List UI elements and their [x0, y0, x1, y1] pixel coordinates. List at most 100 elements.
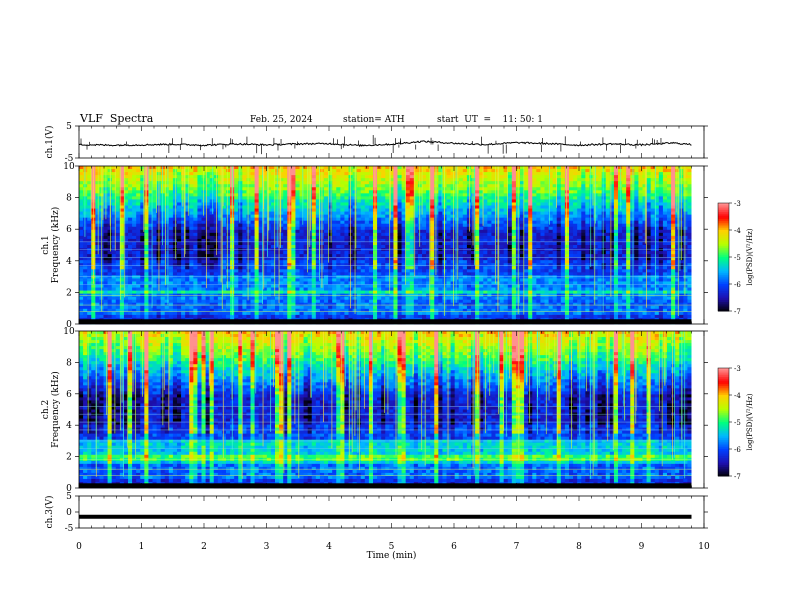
spectrogram-cell: [344, 178, 349, 182]
spectrogram-cell: [385, 235, 390, 240]
spectrogram-cell: [548, 220, 554, 225]
spectrogram-cell: [503, 220, 509, 225]
spectrogram-cell: [270, 193, 276, 197]
spectrogram-cell: [152, 184, 157, 188]
spectrogram-cell: [658, 263, 664, 267]
spectrogram-cell: [344, 232, 349, 237]
spectrogram-cell: [401, 211, 407, 216]
spectrogram-cell: [283, 257, 288, 261]
spectrogram-cell: [389, 214, 394, 219]
spectrogram-cell: [487, 263, 492, 267]
spectrogram-cell: [197, 254, 202, 258]
spectrogram-cell: [634, 196, 639, 200]
spectrogram-cell: [417, 241, 423, 246]
spectrogram-cell: [324, 232, 329, 237]
spectrogram-cell: [675, 208, 680, 212]
spectrogram-cell: [242, 223, 247, 228]
spectrogram-cell: [107, 235, 113, 240]
spectrogram-cell: [287, 254, 292, 258]
spectrogram-cell: [152, 172, 157, 176]
spectrogram-cell: [197, 232, 202, 237]
spectrogram-cell: [234, 257, 239, 261]
spectrogram-cell: [262, 266, 268, 270]
spectrogram-cell: [152, 214, 157, 219]
spectrogram-cell: [524, 166, 529, 170]
spectrogram-cell: [471, 245, 476, 249]
spectrogram-cell: [548, 202, 554, 206]
spectrogram-cell: [87, 190, 92, 194]
spectrogram-cell: [507, 217, 513, 222]
spectrogram-cell: [499, 199, 505, 203]
spectrogram-cell: [226, 166, 231, 170]
spectrogram-cell: [458, 202, 464, 206]
spectrogram-cell: [389, 208, 394, 212]
spectrogram-cell: [438, 220, 443, 225]
spectrogram-cell: [585, 187, 590, 191]
spectrogram-cell: [634, 172, 639, 176]
spectrogram-cell: [589, 181, 594, 185]
spectrogram-cell: [79, 223, 84, 228]
spectrogram-cell: [409, 220, 415, 225]
spectrogram-cell: [79, 196, 84, 200]
spectrogram-cell: [397, 175, 402, 179]
spectrogram-cell: [107, 266, 113, 270]
spectrogram-cell: [360, 232, 366, 237]
spectrogram-cell: [385, 220, 390, 225]
spectrogram-cell: [123, 184, 129, 188]
spectrogram-cell: [450, 193, 456, 197]
spectrogram-cell: [544, 187, 549, 191]
spectrogram-cell: [605, 205, 611, 209]
spectrogram-cell: [123, 257, 129, 261]
spectrogram-cell: [254, 223, 260, 228]
spectrogram-cell: [622, 241, 627, 246]
spectrogram-cell: [168, 241, 174, 246]
spectrogram-cell: [417, 226, 423, 231]
spectrogram-cell: [401, 257, 407, 261]
spectrogram-cell: [111, 208, 117, 212]
spectrogram-cell: [226, 263, 231, 267]
spectrogram-cell: [336, 175, 341, 179]
spectrogram-cell: [83, 251, 88, 255]
spectrogram-cell: [385, 263, 390, 267]
spectrogram-cell: [393, 238, 398, 243]
spectrogram-cell: [213, 226, 219, 231]
spectrogram-cell: [605, 223, 611, 228]
spectrogram-cell: [458, 190, 464, 194]
spectrogram-cell: [185, 202, 190, 206]
spectrogram-cell: [381, 220, 386, 225]
spectrogram-cell: [597, 190, 603, 194]
spectrogram-cell: [520, 175, 525, 179]
spectrogram-cell: [581, 181, 586, 185]
spectrogram-cell: [303, 257, 309, 261]
spectrogram-cell: [613, 263, 619, 267]
spectrogram-cell: [132, 211, 137, 216]
spectrogram-cell: [658, 232, 664, 237]
spectrogram-cell: [687, 260, 692, 264]
spectrogram-cell: [552, 238, 558, 243]
spectrogram-cell: [189, 184, 194, 188]
spectrogram-cell: [446, 199, 451, 203]
spectrogram-cell: [577, 260, 582, 264]
spectrogram-cell: [340, 241, 345, 246]
spectrogram-cell: [185, 266, 190, 270]
spectrogram-cell: [597, 226, 603, 231]
spectrogram-cell: [569, 241, 574, 246]
spectrogram-cell: [475, 211, 480, 216]
spectrogram-cell: [360, 238, 366, 243]
spectrogram-cell: [581, 193, 586, 197]
spectrogram-cell: [83, 235, 88, 240]
spectrogram-cell: [462, 226, 468, 231]
spectrogram-cell: [491, 257, 496, 261]
spectrogram-cell: [152, 217, 157, 222]
spectrogram-cell: [662, 214, 668, 219]
spectrogram-cell: [140, 187, 145, 191]
spectrogram-cell: [405, 172, 411, 176]
spectrogram-cell: [507, 211, 513, 216]
spectrogram-cell: [123, 232, 129, 237]
spectrogram-cell: [213, 260, 219, 264]
spectrogram-cell: [197, 226, 202, 231]
spectrogram-cell: [593, 254, 598, 258]
spectrogram-cell: [683, 193, 688, 197]
spectrogram-cell: [499, 241, 505, 246]
spectrogram-cell: [544, 199, 549, 203]
